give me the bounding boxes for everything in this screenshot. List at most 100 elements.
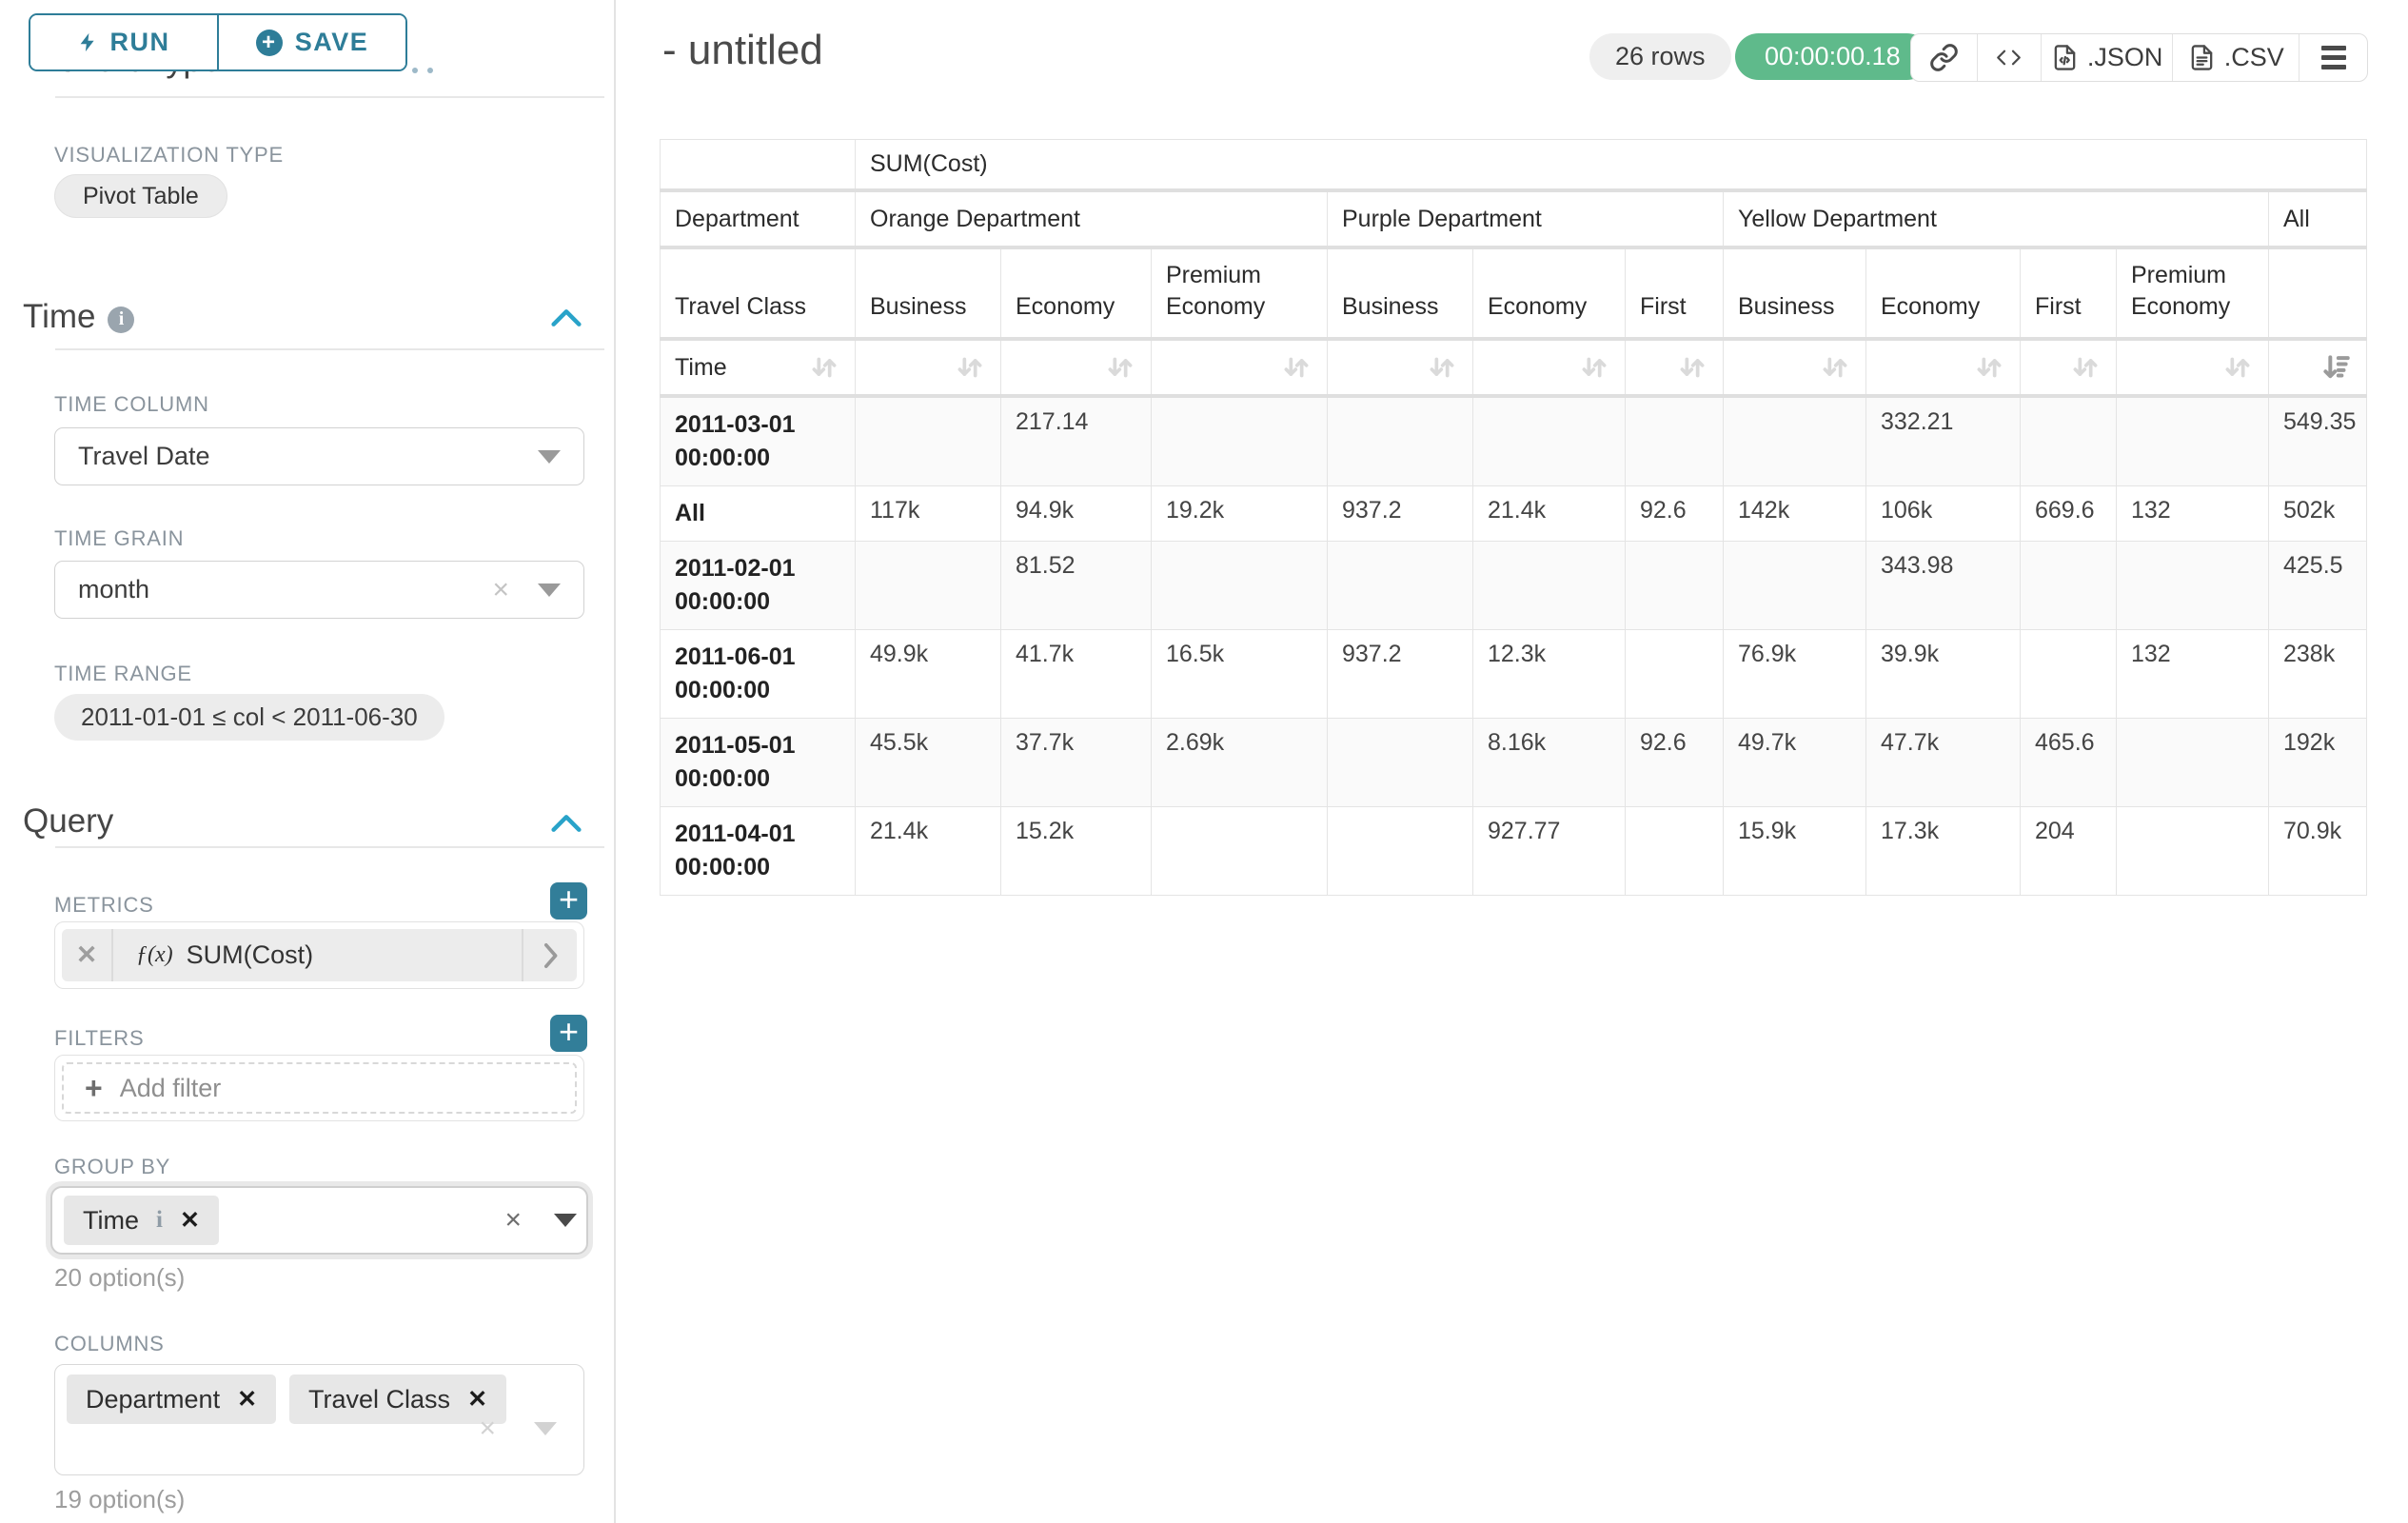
- filters-box: + Add filter: [54, 1055, 584, 1121]
- clear-icon[interactable]: ×: [504, 1204, 522, 1236]
- pivot-department-group-header: Orange Department: [855, 189, 1328, 249]
- save-button-label: SAVE: [294, 28, 369, 56]
- pivot-data-row: All 117k 94.9k 19.2k 937.2 21.4k 92.6 142k 106k 6…: [660, 485, 2368, 542]
- pivot-metric-row: SUM(Cost): [660, 139, 2368, 192]
- pivot-travel-class-header: Economy: [1000, 247, 1152, 341]
- sort-icon[interactable]: [2069, 351, 2102, 384]
- add-metric-button[interactable]: +: [550, 881, 587, 920]
- columns-select[interactable]: Department ✕ Travel Class ✕ ×: [54, 1364, 584, 1475]
- save-button[interactable]: + SAVE: [219, 15, 405, 69]
- sort-header-column[interactable]: [1625, 338, 1724, 398]
- sort-header-column[interactable]: [855, 338, 1001, 398]
- remove-tag-icon[interactable]: ✕: [179, 1207, 200, 1234]
- query-section-header[interactable]: Query: [23, 802, 113, 841]
- menu-button[interactable]: [2299, 34, 2367, 81]
- sort-icon[interactable]: [1973, 351, 2005, 384]
- pivot-value-cell: 927.77: [1472, 806, 1626, 896]
- pivot-value-cell: [1327, 541, 1473, 630]
- pivot-value-cell: 19.2k: [1151, 485, 1328, 542]
- time-column-select[interactable]: Travel Date: [54, 427, 584, 485]
- export-json-button[interactable]: .JSON: [2040, 34, 2173, 81]
- sort-descending-icon[interactable]: [2319, 351, 2352, 384]
- clear-icon[interactable]: ×: [492, 573, 509, 605]
- group-by-select[interactable]: Time i ✕ ×: [50, 1186, 588, 1255]
- time-column-label: TIME COLUMN: [54, 392, 209, 416]
- caret-down-icon[interactable]: [534, 1422, 557, 1435]
- remove-tag-icon[interactable]: ✕: [467, 1386, 488, 1413]
- add-filter-plus-button[interactable]: +: [550, 1014, 587, 1052]
- clear-icon[interactable]: ×: [479, 1413, 496, 1444]
- sort-header-column[interactable]: [1000, 338, 1152, 398]
- run-button[interactable]: RUN: [30, 15, 219, 69]
- pivot-value-cell: 92.6: [1625, 485, 1724, 542]
- time-grain-select[interactable]: month ×: [54, 561, 584, 619]
- sort-header-column[interactable]: [1865, 338, 2021, 398]
- pivot-value-cell: 192k: [2267, 718, 2368, 807]
- remove-metric-icon[interactable]: ✕: [62, 929, 113, 981]
- pivot-travel-class-header: Business: [1327, 247, 1473, 341]
- metrics-box: ✕ ƒ(x) SUM(Cost): [54, 921, 584, 989]
- group-by-tag-time[interactable]: Time i ✕: [64, 1196, 219, 1245]
- pivot-value-cell: 332.21: [1865, 395, 2021, 486]
- plus-icon: +: [85, 1071, 103, 1105]
- sort-icon[interactable]: [1280, 351, 1313, 384]
- time-range-pill[interactable]: 2011-01-01 ≤ col < 2011-06-30: [54, 694, 444, 741]
- pivot-value-cell: [1327, 718, 1473, 807]
- chart-title[interactable]: - untitled: [662, 27, 823, 73]
- pivot-value-cell: 16.5k: [1151, 629, 1328, 719]
- caret-down-icon[interactable]: [554, 1214, 577, 1227]
- view-query-button[interactable]: [1976, 34, 2041, 81]
- sort-icon[interactable]: [954, 351, 986, 384]
- share-link-button[interactable]: [1911, 34, 1977, 81]
- pivot-value-cell: 937.2: [1327, 629, 1473, 719]
- pivot-value-cell: [2020, 629, 2117, 719]
- chevron-right-icon[interactable]: [522, 929, 577, 981]
- sort-header-column[interactable]: [2267, 338, 2368, 398]
- export-csv-button[interactable]: .CSV: [2172, 34, 2299, 81]
- sort-icon[interactable]: [1676, 351, 1708, 384]
- section-divider: [55, 348, 604, 350]
- chevron-up-icon[interactable]: [551, 814, 582, 833]
- sort-icon[interactable]: [2221, 351, 2254, 384]
- pivot-travel-class-corner: Travel Class: [660, 247, 856, 341]
- sort-header-column[interactable]: [1472, 338, 1626, 398]
- pivot-value-cell: [1625, 629, 1724, 719]
- pivot-row-label: 2011-06-01 00:00:00: [660, 629, 856, 719]
- sort-header-column[interactable]: [1151, 338, 1328, 398]
- pivot-travel-class-header: First: [1625, 247, 1724, 341]
- metric-pill[interactable]: ✕ ƒ(x) SUM(Cost): [62, 929, 577, 981]
- sort-header-time[interactable]: Time: [660, 338, 856, 398]
- chevron-up-icon[interactable]: [551, 308, 582, 327]
- time-section-header[interactable]: Time i: [23, 298, 135, 336]
- pivot-travel-class-header: Premium Economy: [2116, 247, 2269, 341]
- add-filter-label: Add filter: [119, 1073, 222, 1102]
- sort-icon[interactable]: [808, 351, 840, 384]
- columns-tag-travel-class[interactable]: Travel Class ✕: [289, 1375, 507, 1424]
- sort-header-column[interactable]: [2020, 338, 2117, 398]
- pivot-data-row: 2011-04-01 00:00:00 21.4k 15.2k 927.77 15.9k…: [660, 806, 2368, 896]
- pivot-value-cell: [855, 541, 1001, 630]
- group-by-options-count: 20 option(s): [54, 1263, 186, 1292]
- visualization-type-pill[interactable]: Pivot Table: [54, 174, 227, 218]
- pivot-value-cell: 12.3k: [1472, 629, 1626, 719]
- pivot-row-label: 2011-05-01 00:00:00: [660, 718, 856, 807]
- pivot-value-cell: 37.7k: [1000, 718, 1152, 807]
- sort-icon[interactable]: [1426, 351, 1458, 384]
- sort-header-column[interactable]: [1723, 338, 1866, 398]
- add-filter-button[interactable]: + Add filter: [62, 1062, 577, 1114]
- columns-tag-department[interactable]: Department ✕: [67, 1375, 277, 1424]
- pivot-value-cell: 94.9k: [1000, 485, 1152, 542]
- run-save-button-group: RUN + SAVE: [29, 13, 407, 71]
- sort-icon[interactable]: [1819, 351, 1851, 384]
- function-icon: ƒ(x): [136, 942, 173, 967]
- sort-icon[interactable]: [1578, 351, 1610, 384]
- sort-header-column[interactable]: [2116, 338, 2269, 398]
- sort-header-column[interactable]: [1327, 338, 1473, 398]
- caret-down-icon: [538, 449, 561, 464]
- pivot-travel-class-header: Business: [855, 247, 1001, 341]
- remove-tag-icon[interactable]: ✕: [237, 1386, 258, 1413]
- pivot-value-cell: 15.9k: [1723, 806, 1866, 896]
- run-button-label: RUN: [109, 28, 170, 56]
- group-by-label: GROUP BY: [54, 1155, 171, 1178]
- sort-icon[interactable]: [1104, 351, 1136, 384]
